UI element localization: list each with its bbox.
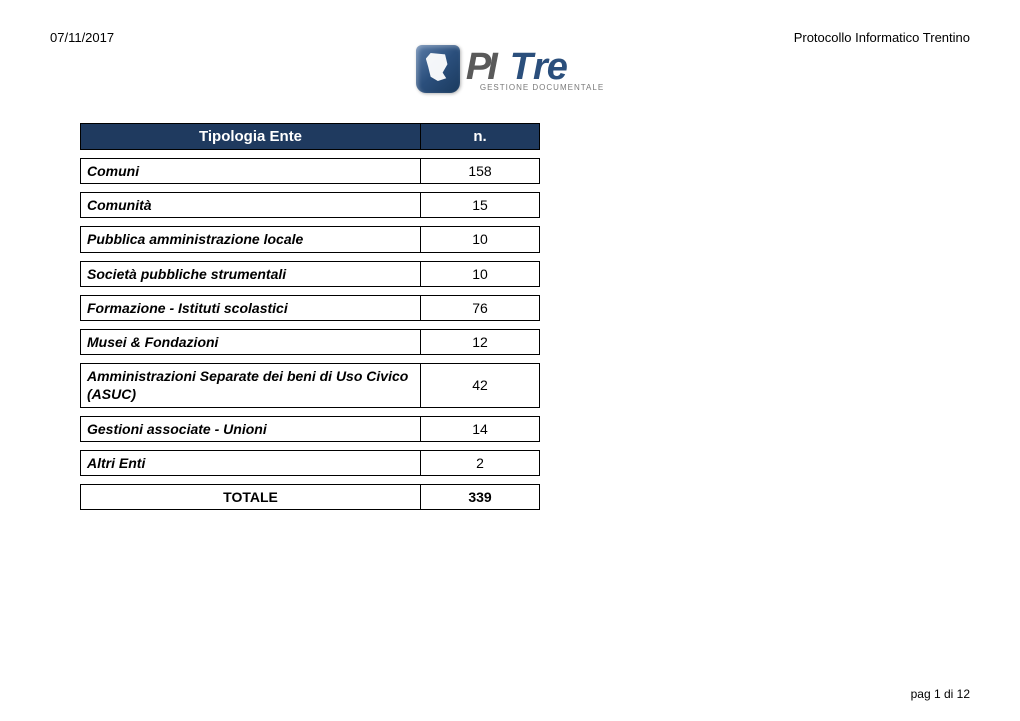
row-value: 10 [421, 262, 539, 286]
table-row: Comunità 15 [80, 192, 540, 218]
summary-table: Tipologia Ente n. Comuni 158 Comunità 15… [80, 123, 540, 510]
page-header: 07/11/2017 Protocollo Informatico Trenti… [50, 30, 970, 45]
row-value: 42 [421, 364, 539, 406]
table-row: Amministrazioni Separate dei beni di Uso… [80, 363, 540, 407]
row-value: 15 [421, 193, 539, 217]
logo-container: P I T re GESTIONE DOCUMENTALE [50, 45, 970, 93]
page-footer: pag 1 di 12 [911, 687, 970, 701]
total-label: TOTALE [81, 485, 421, 509]
header-date: 07/11/2017 [50, 30, 114, 45]
row-label: Musei & Fondazioni [81, 330, 421, 354]
row-label: Comuni [81, 159, 421, 183]
table-header-type: Tipologia Ente [81, 124, 421, 149]
row-value: 10 [421, 227, 539, 251]
table-row: Formazione - Istituti scolastici 76 [80, 295, 540, 321]
table-row: Musei & Fondazioni 12 [80, 329, 540, 355]
logo-subtitle: GESTIONE DOCUMENTALE [480, 83, 604, 92]
row-value: 158 [421, 159, 539, 183]
row-label: Amministrazioni Separate dei beni di Uso… [81, 364, 421, 406]
row-label: Pubblica amministrazione locale [81, 227, 421, 251]
table-row: Comuni 158 [80, 158, 540, 184]
row-value: 14 [421, 417, 539, 441]
table-header-count: n. [421, 124, 539, 149]
row-value: 76 [421, 296, 539, 320]
total-value: 339 [421, 485, 539, 509]
row-value: 12 [421, 330, 539, 354]
header-title: Protocollo Informatico Trentino [794, 30, 970, 45]
row-label: Gestioni associate - Unioni [81, 417, 421, 441]
logo-text-wrap: P I T re GESTIONE DOCUMENTALE [466, 46, 604, 92]
logo-badge-icon [416, 45, 460, 93]
row-label: Formazione - Istituti scolastici [81, 296, 421, 320]
table-total-row: TOTALE 339 [80, 484, 540, 510]
logo: P I T re GESTIONE DOCUMENTALE [416, 45, 604, 93]
table-header-row: Tipologia Ente n. [80, 123, 540, 150]
table-row: Altri Enti 2 [80, 450, 540, 476]
table-row: Pubblica amministrazione locale 10 [80, 226, 540, 252]
row-label: Comunità [81, 193, 421, 217]
row-label: Altri Enti [81, 451, 421, 475]
row-value: 2 [421, 451, 539, 475]
table-row: Gestioni associate - Unioni 14 [80, 416, 540, 442]
row-label: Società pubbliche strumentali [81, 262, 421, 286]
table-row: Società pubbliche strumentali 10 [80, 261, 540, 287]
